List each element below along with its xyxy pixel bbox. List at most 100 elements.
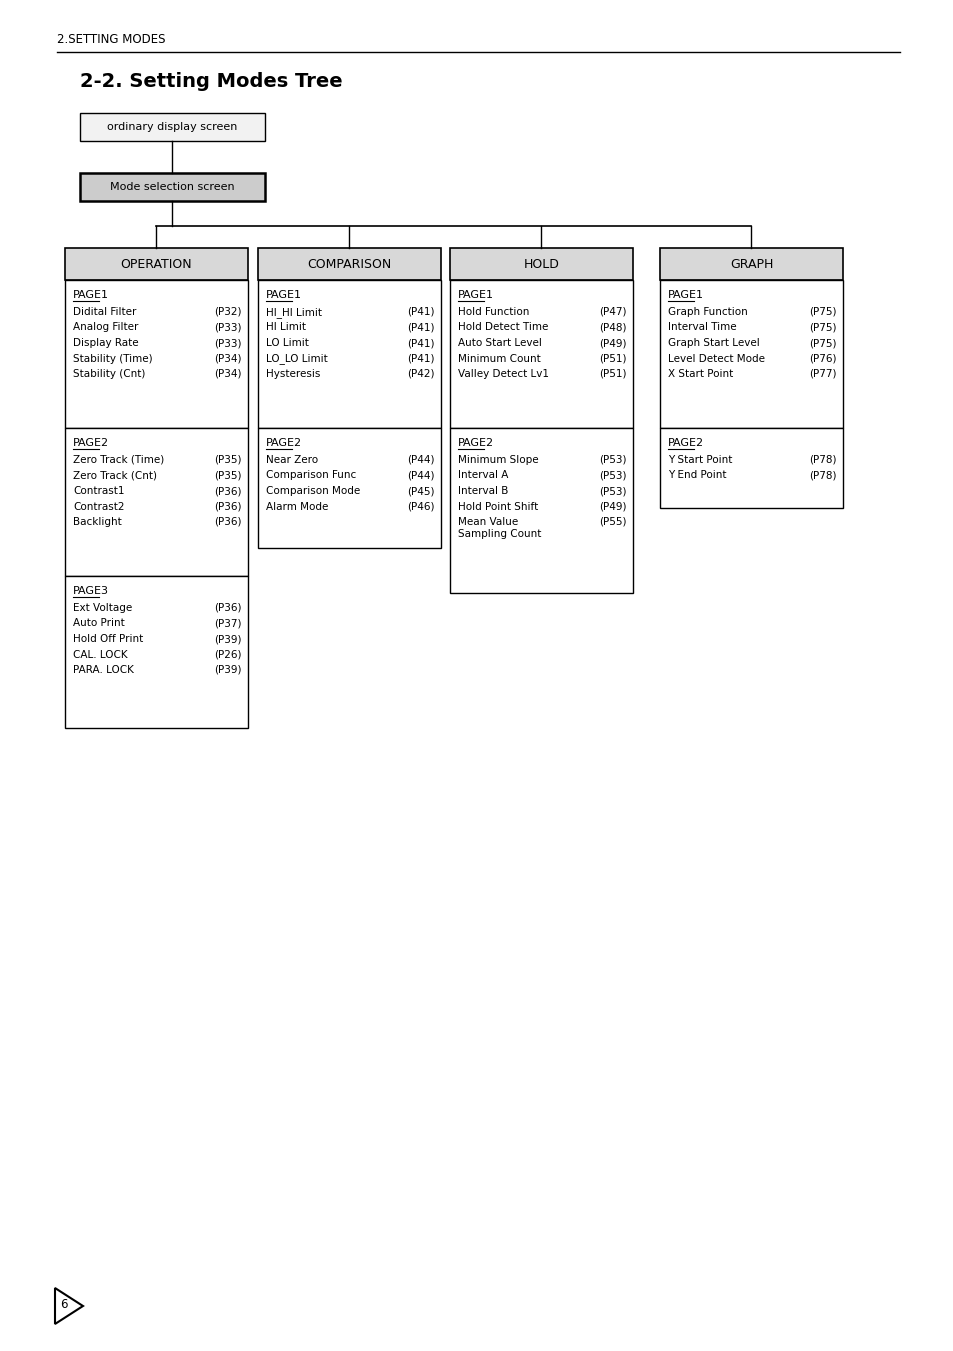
Bar [65,280,248,428]
Bar [257,428,440,549]
Text: PAGE2: PAGE2 [457,438,494,449]
Text: (P39): (P39) [214,665,242,676]
Text: Ext Voltage: Ext Voltage [73,603,132,613]
Text: (P44): (P44) [407,455,435,465]
Text: HI_HI Limit: HI_HI Limit [266,307,322,317]
Text: (P39): (P39) [214,634,242,644]
Bar [450,249,633,280]
Text: 2.SETTING MODES: 2.SETTING MODES [57,32,165,46]
Text: Hold Point Shift: Hold Point Shift [457,501,537,512]
Bar [65,428,248,576]
Text: Backlight: Backlight [73,517,122,527]
Text: (P75): (P75) [809,307,836,317]
Text: (P41): (P41) [407,323,435,332]
Text: 6: 6 [60,1298,68,1310]
Bar [659,280,842,428]
Text: Interval A: Interval A [457,470,508,481]
Text: Alarm Mode: Alarm Mode [266,501,328,512]
Text: (P34): (P34) [214,369,242,380]
Text: Display Rate: Display Rate [73,338,138,349]
Bar [257,249,440,280]
Text: Stability (Time): Stability (Time) [73,354,152,363]
Text: PAGE1: PAGE1 [73,290,109,300]
Text: OPERATION: OPERATION [121,258,193,270]
Text: LO_LO Limit: LO_LO Limit [266,354,328,365]
Text: Hold Detect Time: Hold Detect Time [457,323,548,332]
Text: Level Detect Mode: Level Detect Mode [667,354,764,363]
Text: Comparison Mode: Comparison Mode [266,486,360,496]
Bar [659,249,842,280]
Text: Valley Detect Lv1: Valley Detect Lv1 [457,369,548,380]
Bar [65,249,248,280]
Text: (P33): (P33) [214,323,242,332]
Text: Comparison Func: Comparison Func [266,470,355,481]
Text: Graph Start Level: Graph Start Level [667,338,759,349]
Text: Zero Track (Time): Zero Track (Time) [73,455,164,465]
Text: Auto Print: Auto Print [73,619,125,628]
Text: (P46): (P46) [407,501,435,512]
Text: Analog Filter: Analog Filter [73,323,138,332]
Text: (P35): (P35) [214,455,242,465]
Text: Contrast2: Contrast2 [73,501,125,512]
Bar [450,428,633,593]
Text: (P49): (P49) [598,501,626,512]
Text: (P78): (P78) [809,470,836,481]
Text: LO Limit: LO Limit [266,338,309,349]
Text: PAGE1: PAGE1 [667,290,703,300]
Text: Hysteresis: Hysteresis [266,369,320,380]
Text: Interval Time: Interval Time [667,323,736,332]
Text: Auto Start Level: Auto Start Level [457,338,541,349]
Text: Minimum Count: Minimum Count [457,354,540,363]
Text: Near Zero: Near Zero [266,455,317,465]
Text: (P51): (P51) [598,369,626,380]
Text: (P75): (P75) [809,338,836,349]
Text: PAGE3: PAGE3 [73,586,109,596]
Bar [450,280,633,428]
Text: (P75): (P75) [809,323,836,332]
Text: (P41): (P41) [407,307,435,317]
Text: HOLD: HOLD [523,258,558,270]
Text: ordinary display screen: ordinary display screen [107,122,237,132]
Text: (P41): (P41) [407,338,435,349]
Text: (P36): (P36) [214,486,242,496]
Text: (P37): (P37) [214,619,242,628]
Text: Minimum Slope: Minimum Slope [457,455,538,465]
Text: Hold Off Print: Hold Off Print [73,634,143,644]
Text: (P53): (P53) [598,470,626,481]
Text: Contrast1: Contrast1 [73,486,125,496]
Text: HI Limit: HI Limit [266,323,306,332]
Text: Interval B: Interval B [457,486,508,496]
Text: (P48): (P48) [598,323,626,332]
Text: Y End Point: Y End Point [667,470,726,481]
Text: Hold Function: Hold Function [457,307,529,317]
Text: (P78): (P78) [809,455,836,465]
Text: (P35): (P35) [214,470,242,481]
Text: (P49): (P49) [598,338,626,349]
Text: CAL. LOCK: CAL. LOCK [73,650,128,659]
Text: Didital Filter: Didital Filter [73,307,136,317]
Text: (P26): (P26) [214,650,242,659]
Text: (P36): (P36) [214,517,242,527]
Text: PAGE2: PAGE2 [266,438,302,449]
Bar [65,576,248,728]
Text: PAGE2: PAGE2 [667,438,703,449]
Text: PAGE1: PAGE1 [457,290,494,300]
Bar [257,280,440,428]
Text: (P55): (P55) [598,517,626,527]
Text: PAGE2: PAGE2 [73,438,109,449]
Text: (P34): (P34) [214,354,242,363]
Text: COMPARISON: COMPARISON [307,258,392,270]
Text: (P33): (P33) [214,338,242,349]
Text: (P42): (P42) [407,369,435,380]
Text: Mode selection screen: Mode selection screen [111,182,234,192]
Text: Mean Value
Sampling Count: Mean Value Sampling Count [457,517,540,539]
Text: GRAPH: GRAPH [729,258,772,270]
Text: (P76): (P76) [809,354,836,363]
Text: PAGE1: PAGE1 [266,290,302,300]
Text: 2-2. Setting Modes Tree: 2-2. Setting Modes Tree [80,72,342,91]
Text: (P32): (P32) [214,307,242,317]
Text: (P53): (P53) [598,455,626,465]
Text: (P47): (P47) [598,307,626,317]
Text: Zero Track (Cnt): Zero Track (Cnt) [73,470,157,481]
Text: (P36): (P36) [214,501,242,512]
